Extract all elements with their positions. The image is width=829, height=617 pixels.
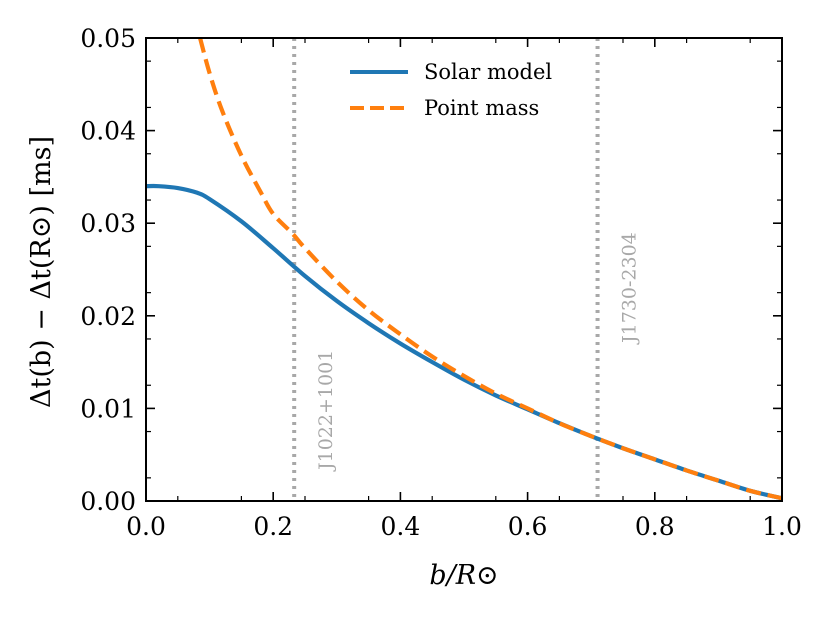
plot-frame [145,37,783,502]
x-tick-label: 0.0 [126,512,166,541]
reference-lines [292,38,600,501]
legend-label-point-mass: Point mass [424,96,539,120]
y-axis-label: Δt(b) − Δt(R⊙) [ms] [26,136,57,408]
plot-area [146,38,782,501]
y-tick-label: 0.05 [80,24,136,53]
reference-line-labels: J1022+1001 J1730-2304 [315,232,640,472]
x-tick-label: 0.4 [381,512,421,541]
x-tick-label: 1.0 [762,512,802,541]
vline-label: J1022+1001 [315,350,337,472]
legend-label-solar-model: Solar model [424,60,552,84]
x-tick-label: 0.2 [253,512,293,541]
y-tick-label: 0.03 [80,209,136,238]
series-group [146,38,782,501]
x-tick-label: 0.8 [635,512,675,541]
y-tick-label: 0.04 [80,117,136,146]
y-tick-label: 0.00 [80,487,136,516]
series-line-point-mass [198,38,782,501]
vline-label: J1730-2304 [619,232,641,345]
x-axis-label: b/R⊙ [429,560,498,591]
y-tick-label: 0.01 [80,394,136,423]
tick-labels: 0.0 0.2 0.4 0.6 0.8 1.0 0.00 0.01 0.02 0.03 0.04 0.… [80,24,802,541]
y-tick-label: 0.02 [80,302,136,331]
x-tick-label: 0.6 [508,512,548,541]
legend: Solar model Point mass [350,60,552,120]
